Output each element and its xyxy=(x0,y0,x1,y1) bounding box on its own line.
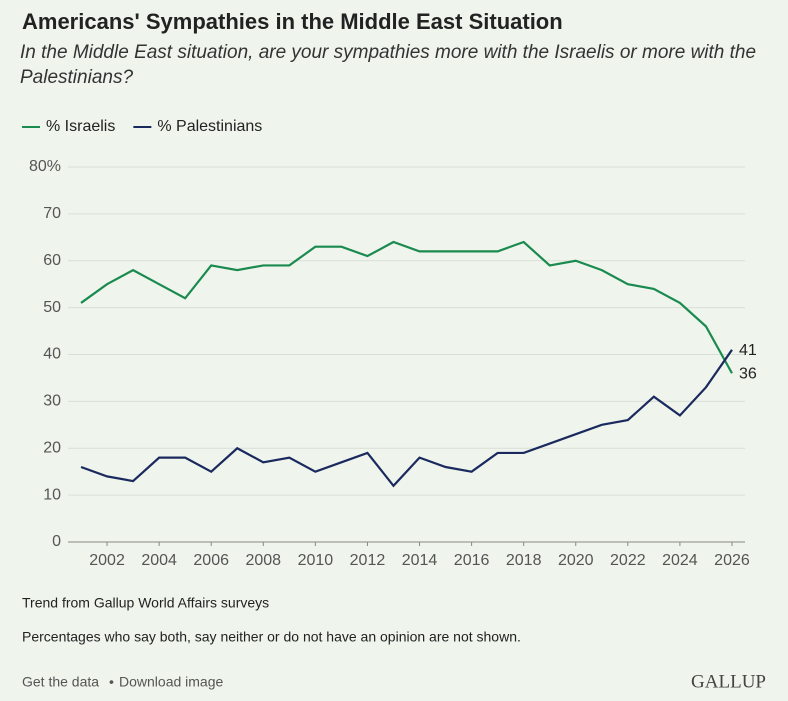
y-tick-label: 40 xyxy=(43,346,61,363)
footer-link[interactable]: Download image xyxy=(119,674,223,690)
chart-subtitle: In the Middle East situation, are your s… xyxy=(20,42,757,88)
value-label: 36 xyxy=(739,365,757,382)
x-tick-label: 2004 xyxy=(141,552,177,569)
y-tick-label: 20 xyxy=(43,439,61,456)
x-tick-label: 2006 xyxy=(193,552,229,569)
subtitle-box: In the Middle East situation, are your s… xyxy=(20,42,757,88)
y-tick-label: 30 xyxy=(43,393,61,410)
chart-title: Americans' Sympathies in the Middle East… xyxy=(22,9,563,34)
line xyxy=(80,349,733,488)
footer-link[interactable]: Get the data xyxy=(22,674,99,690)
y-tick-label: 60 xyxy=(43,252,61,269)
value-label: 41 xyxy=(739,342,757,359)
note: Trend from Gallup World Affairs surveys xyxy=(22,595,269,611)
y-tick-label: 70 xyxy=(43,205,61,222)
y-tick-label: 80% xyxy=(29,158,61,175)
footer-separator: • xyxy=(109,674,114,690)
legend-label: % Palestinians xyxy=(157,118,262,135)
x-tick-label: 2012 xyxy=(350,552,386,569)
x-tick-label: 2008 xyxy=(245,552,281,569)
legend-label: % Israelis xyxy=(46,118,115,135)
x-tick-label: 2016 xyxy=(454,552,490,569)
x-tick-label: 2018 xyxy=(506,552,542,569)
x-tick-label: 2020 xyxy=(558,552,594,569)
x-tick-label: 2024 xyxy=(662,552,698,569)
y-tick-label: 50 xyxy=(43,299,61,316)
x-tick-label: 2022 xyxy=(610,552,646,569)
brand: GALLUP xyxy=(691,671,766,692)
line xyxy=(80,240,733,374)
y-tick-label: 10 xyxy=(43,486,61,503)
y-tick-label: 0 xyxy=(52,533,61,550)
x-tick-label: 2002 xyxy=(89,552,125,569)
x-tick-label: 2026 xyxy=(714,552,750,569)
x-tick-label: 2014 xyxy=(402,552,438,569)
x-tick-label: 2010 xyxy=(298,552,334,569)
note: Percentages who say both, say neither or… xyxy=(22,629,521,645)
